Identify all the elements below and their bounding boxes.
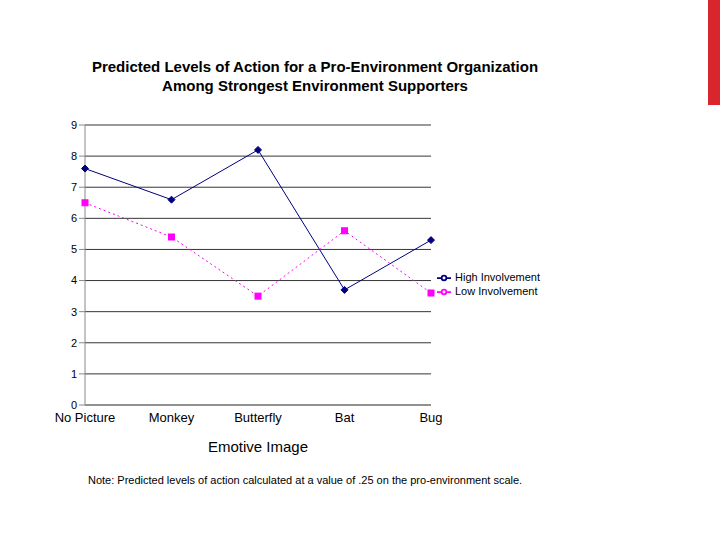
html-text:Note: Predicted levels of acti: Note: Predicted levels of action calcula… — [88, 474, 523, 486]
svg-text:5: 5 — [71, 243, 77, 255]
svg-text:0: 0 — [71, 399, 77, 411]
svg-text:2: 2 — [71, 337, 77, 349]
svg-text:3: 3 — [71, 306, 77, 318]
html-text:High Involvement: High Involvement — [455, 270, 540, 283]
html-text:Predicted Levels of Action for: Predicted Levels of Action for a Pro-Env… — [91, 58, 539, 94]
svg-text:6: 6 — [71, 212, 77, 224]
svg-text:No Picture: No Picture — [55, 410, 116, 425]
svg-text:Monkey: Monkey — [149, 410, 195, 425]
svg-text:Butterfly: Butterfly — [234, 410, 282, 425]
svg-text:8: 8 — [71, 150, 77, 162]
svg-text:Bat: Bat — [335, 410, 355, 425]
svg-text:Bug: Bug — [419, 410, 442, 425]
svg-text:9: 9 — [71, 119, 77, 131]
svg-text:Emotive Image: Emotive Image — [208, 438, 308, 455]
svg-text:1: 1 — [71, 368, 77, 380]
svg-text:7: 7 — [71, 181, 77, 193]
svg-text:4: 4 — [71, 274, 77, 286]
html-text:Low Involvement: Low Involvement — [455, 285, 538, 297]
